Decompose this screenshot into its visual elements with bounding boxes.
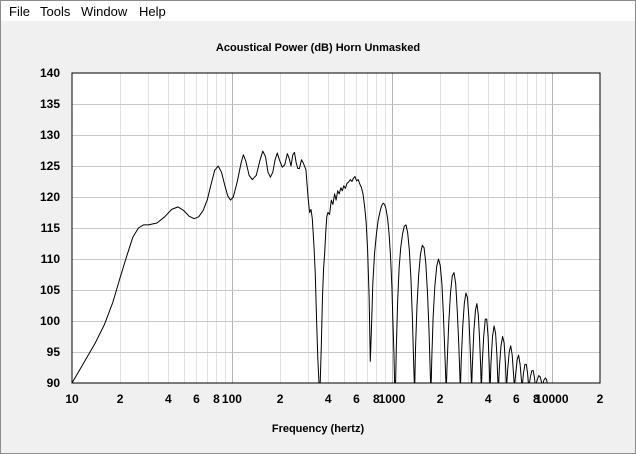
x-tick-label: 6	[353, 392, 360, 406]
menu-file[interactable]: File	[9, 4, 30, 19]
y-tick-label: 105	[40, 283, 60, 297]
x-tick-label: 1000	[379, 392, 406, 406]
plot-frame	[71, 72, 601, 384]
menu-tools[interactable]: Tools	[40, 4, 71, 19]
x-tick-label: 10000	[535, 392, 569, 406]
x-tick-label: 2	[437, 392, 444, 406]
x-tick-label: 4	[485, 392, 492, 406]
frequency-response-chart: Acoustical Power (dB) Horn Unmasked 90 95…	[40, 42, 604, 435]
menu-window[interactable]: Window	[81, 4, 128, 19]
x-tick-label: 6	[513, 392, 520, 406]
y-tick-label: 95	[47, 345, 61, 359]
x-tick-label: 8	[213, 392, 220, 406]
x-tick-label: 4	[325, 392, 332, 406]
y-tick-label: 115	[41, 221, 61, 235]
x-axis-label: Frequency (hertz)	[272, 423, 365, 435]
x-tick-label: 100	[222, 392, 242, 406]
y-tick-label: 125	[40, 159, 60, 173]
power-response-line	[71, 150, 548, 384]
y-tick-label: 140	[40, 66, 60, 80]
y-tick-label: 100	[40, 314, 60, 328]
y-tick-label: 90	[47, 376, 61, 390]
y-tick-label: 110	[41, 252, 61, 266]
y-tick-label: 135	[40, 97, 60, 111]
menu-help[interactable]: Help	[139, 4, 166, 19]
chart-title: Acoustical Power (dB) Horn Unmasked	[216, 42, 420, 54]
x-tick-label: 6	[193, 392, 200, 406]
x-tick-label: 2	[597, 392, 604, 406]
x-tick-label: 2	[277, 392, 284, 406]
y-tick-label: 120	[40, 190, 60, 204]
x-tick-label: 4	[165, 392, 172, 406]
x-tick-label: 8	[373, 392, 380, 406]
chart-area: Acoustical Power (dB) Horn Unmasked 90 95…	[1, 22, 635, 453]
x-tick-label: 10	[65, 392, 79, 406]
y-tick-label: 130	[40, 128, 60, 142]
x-tick-label: 2	[117, 392, 124, 406]
x-tick-label: 8	[533, 392, 540, 406]
menu-bar: File Tools Window Help	[1, 1, 635, 22]
